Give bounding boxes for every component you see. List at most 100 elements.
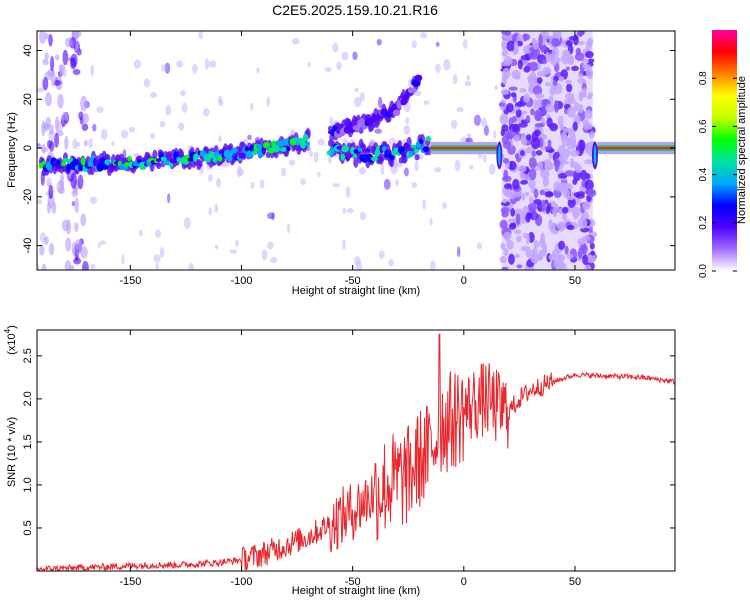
noise-blob bbox=[44, 52, 49, 60]
noise-blob bbox=[420, 32, 428, 39]
noise-blob bbox=[545, 103, 556, 113]
noise-blob bbox=[249, 102, 254, 111]
noise-blob bbox=[528, 157, 537, 169]
noise-blob bbox=[336, 61, 342, 70]
noise-blob bbox=[541, 245, 547, 257]
noise-blob bbox=[100, 128, 108, 141]
noise-blob bbox=[530, 137, 541, 150]
noise-blob bbox=[517, 59, 523, 70]
noise-blob bbox=[558, 76, 565, 83]
ridge-blob bbox=[169, 158, 178, 164]
noise-blob bbox=[589, 130, 595, 139]
noise-blob bbox=[342, 207, 346, 214]
noise-blob bbox=[443, 59, 451, 71]
noise-blob bbox=[567, 106, 576, 118]
noise-blob bbox=[81, 260, 89, 270]
noise-blob bbox=[150, 91, 158, 99]
figure-title: C2E5.2025.159.10.21.R16 bbox=[272, 2, 438, 18]
colorbar-ticks: 0.0 0.2 0.4 0.6 0.8 bbox=[698, 71, 737, 278]
noise-blob bbox=[74, 197, 79, 214]
ridge-blob bbox=[302, 134, 309, 142]
noise-blob bbox=[133, 59, 142, 69]
noise-blob bbox=[429, 217, 433, 226]
ridge-blob bbox=[217, 155, 223, 162]
noise-blob bbox=[576, 31, 585, 36]
noise-blob bbox=[584, 159, 594, 165]
noise-blob bbox=[42, 58, 49, 66]
snr-panel: -150 -100 -50 0 50 0.5 1.0 1.5 2.0 2.5 Height of… bbox=[3, 325, 676, 597]
noise-blob bbox=[153, 254, 161, 263]
noise-blob bbox=[414, 160, 419, 172]
noise-blob bbox=[90, 263, 96, 270]
noise-blob bbox=[317, 138, 325, 146]
noise-blob bbox=[586, 142, 591, 153]
noise-blob bbox=[540, 31, 550, 38]
noise-blob bbox=[422, 198, 426, 210]
noise-blob bbox=[77, 174, 84, 190]
noise-blob bbox=[466, 74, 470, 81]
ridge-halo bbox=[353, 157, 359, 168]
noise-blob bbox=[512, 178, 520, 190]
noise-blob bbox=[503, 248, 509, 257]
noise-blob bbox=[551, 37, 560, 48]
noise-blob bbox=[72, 138, 78, 150]
snr-x-ticks: -150 -100 -50 0 50 bbox=[119, 330, 581, 588]
noise-blob bbox=[329, 116, 334, 126]
noise-blob bbox=[586, 188, 597, 198]
noise-blob bbox=[71, 201, 76, 207]
noise-blob bbox=[537, 161, 543, 171]
noise-blob bbox=[564, 92, 575, 100]
noise-blob bbox=[65, 237, 72, 252]
noise-blob bbox=[377, 96, 383, 109]
noise-blob bbox=[63, 68, 67, 78]
noise-blob bbox=[552, 80, 558, 86]
noise-blob bbox=[456, 106, 464, 113]
noise-blob bbox=[566, 195, 575, 201]
noise-blob bbox=[533, 198, 542, 205]
noise-blob bbox=[395, 178, 399, 187]
noise-blob bbox=[208, 207, 212, 216]
noise-blob bbox=[534, 123, 545, 128]
noise-blob bbox=[520, 133, 528, 146]
noise-blob bbox=[584, 179, 594, 191]
noise-blob bbox=[270, 256, 278, 264]
noise-blob bbox=[544, 146, 552, 151]
noise-blob bbox=[450, 119, 458, 129]
noise-blob bbox=[121, 254, 125, 265]
ridge-blob bbox=[62, 158, 70, 163]
noise-blob bbox=[523, 66, 531, 73]
y-tick-label: 0 bbox=[22, 145, 34, 151]
noise-blob bbox=[566, 136, 572, 146]
noise-blob bbox=[506, 103, 514, 113]
noise-blob bbox=[202, 107, 210, 117]
noise-blob bbox=[207, 174, 213, 182]
noise-blob bbox=[530, 108, 535, 116]
noise-blob bbox=[523, 93, 531, 103]
noise-blob bbox=[528, 196, 534, 204]
noise-blob bbox=[41, 263, 47, 270]
noise-blob bbox=[261, 249, 268, 261]
noise-blob bbox=[403, 167, 409, 177]
spectrogram-ylabel: Frequency (Hz) bbox=[6, 112, 18, 188]
spectrogram-xlabel: Height of straight line (km) bbox=[292, 285, 420, 297]
noise-blob bbox=[441, 201, 447, 210]
noise-blob bbox=[352, 51, 358, 61]
noise-blob bbox=[508, 160, 517, 171]
noise-blob bbox=[99, 240, 107, 245]
noise-blob bbox=[74, 222, 79, 233]
x-tick-label: -100 bbox=[231, 576, 253, 588]
ridge-blob bbox=[347, 153, 353, 159]
noise-blob bbox=[435, 63, 441, 74]
noise-blob bbox=[560, 182, 570, 191]
ridge-blob bbox=[401, 151, 407, 159]
edge-spike-core bbox=[498, 145, 501, 166]
noise-blob bbox=[533, 99, 538, 110]
ridge-blob bbox=[341, 145, 350, 153]
noise-blob bbox=[435, 41, 440, 47]
noise-blob bbox=[557, 262, 567, 270]
noise-blob bbox=[96, 106, 104, 114]
noise-blob bbox=[508, 253, 515, 265]
noise-blob bbox=[97, 242, 101, 249]
noise-blob bbox=[521, 193, 526, 201]
